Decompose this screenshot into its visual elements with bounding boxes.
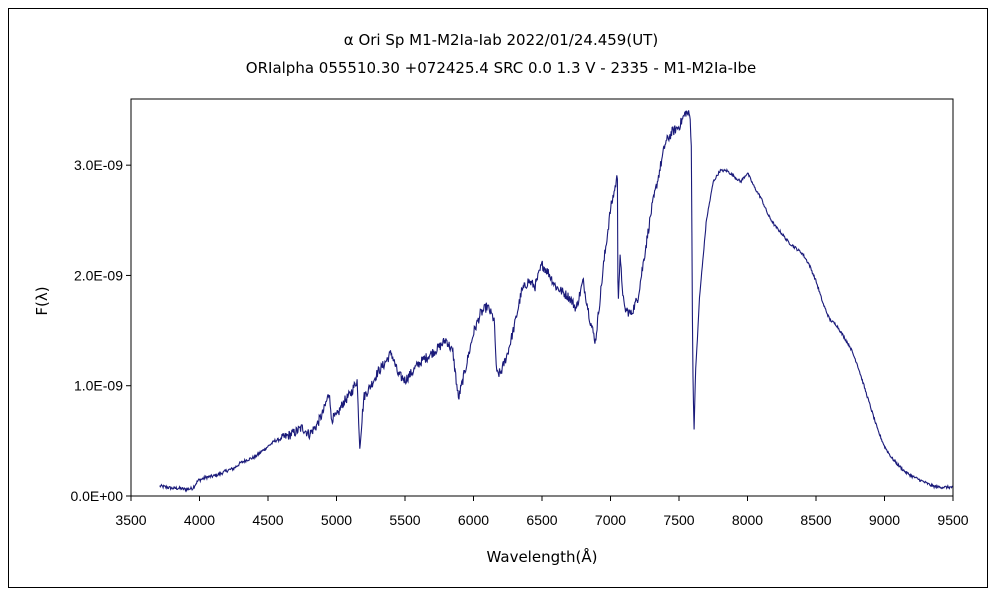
y-tick-label: 0.0E+00 <box>70 488 123 504</box>
x-tick-label: 6000 <box>458 512 489 528</box>
x-tick-label: 4000 <box>184 512 215 528</box>
x-tick-label: 3500 <box>115 512 146 528</box>
x-tick-label: 9500 <box>937 512 968 528</box>
plot-area <box>130 98 954 497</box>
x-axis-ticks: 3500 4000 4500 5000 5500 6000 6500 7000 7500 8000… <box>115 496 969 528</box>
x-tick-label: 9000 <box>869 512 900 528</box>
x-tick-label: 5500 <box>389 512 420 528</box>
x-tick-label: 6500 <box>526 512 557 528</box>
x-tick-label: 7500 <box>663 512 694 528</box>
x-axis-label: Wavelength(Å) <box>487 547 598 566</box>
x-tick-label: 8000 <box>732 512 763 528</box>
chart-subtitle: ORIalpha 055510.30 +072425.4 SRC 0.0 1.3… <box>246 59 756 77</box>
y-tick-label: 2.0E-09 <box>74 267 123 283</box>
y-axis-label: F(λ) <box>33 286 51 315</box>
chart-svg: α Ori Sp M1-M2Ia-Iab 2022/01/24.459(UT) … <box>33 31 969 566</box>
x-tick-label: 8500 <box>800 512 831 528</box>
y-tick-label: 1.0E-09 <box>74 378 123 394</box>
chart-frame: α Ori Sp M1-M2Ia-Iab 2022/01/24.459(UT) … <box>8 8 988 588</box>
chart-title: α Ori Sp M1-M2Ia-Iab 2022/01/24.459(UT) <box>344 31 658 49</box>
y-axis-ticks: 0.0E+00 1.0E-09 2.0E-09 3.0E-09 <box>70 157 131 504</box>
x-tick-label: 4500 <box>252 512 283 528</box>
spectrum-line <box>159 110 953 493</box>
y-tick-label: 3.0E-09 <box>74 157 123 173</box>
x-tick-label: 5000 <box>321 512 352 528</box>
x-tick-label: 7000 <box>595 512 626 528</box>
